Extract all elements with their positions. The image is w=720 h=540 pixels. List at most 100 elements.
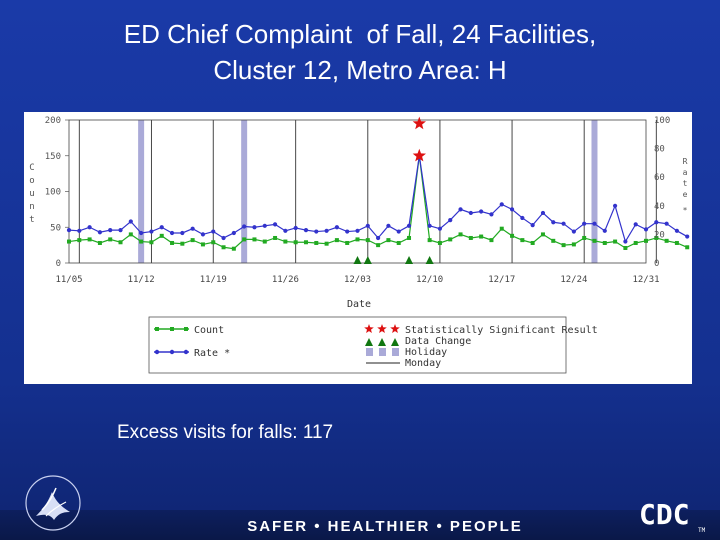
x-ticks: 11/05 11/12 11/19 11/26 12/03 12/10 12/17 12/24… bbox=[55, 275, 659, 285]
rate-point bbox=[561, 221, 566, 226]
cdc-logo-text: CDC bbox=[639, 498, 690, 531]
legend-count-line bbox=[154, 327, 189, 331]
y-tick-label: 100 bbox=[45, 188, 61, 198]
rate-point bbox=[190, 226, 195, 231]
count-point bbox=[427, 238, 432, 243]
x-tick-label: 12/17 bbox=[488, 275, 515, 285]
count-point bbox=[623, 245, 628, 250]
legend-triangle-icon bbox=[391, 338, 399, 346]
y-tick-label: 50 bbox=[50, 223, 61, 233]
rate-point bbox=[314, 229, 319, 234]
count-point bbox=[613, 239, 618, 244]
hhs-eagle-logo bbox=[25, 475, 81, 531]
footer-bar bbox=[0, 510, 720, 540]
rate-point bbox=[118, 228, 123, 233]
count-point bbox=[190, 238, 195, 243]
rate-point bbox=[108, 228, 113, 233]
holiday-bar bbox=[591, 120, 598, 263]
count-point bbox=[221, 245, 226, 250]
rate-point bbox=[530, 223, 535, 228]
rate-point bbox=[592, 221, 597, 226]
rate-point bbox=[221, 235, 226, 241]
y-tick-label: 200 bbox=[45, 116, 61, 126]
rate-point bbox=[345, 229, 350, 234]
signal-star-icon bbox=[412, 116, 426, 130]
rate-point bbox=[355, 228, 360, 233]
y-axis-title-left: Count bbox=[29, 163, 34, 225]
y-tick-label-right: 20 bbox=[654, 230, 665, 240]
count-point bbox=[334, 238, 339, 243]
rate-point bbox=[499, 202, 504, 207]
legend-star-icon bbox=[364, 324, 374, 333]
rate-point bbox=[365, 223, 370, 228]
rate-point bbox=[87, 225, 92, 230]
rate-point bbox=[489, 212, 494, 217]
count-point bbox=[77, 238, 82, 243]
data-change-triangle-icon bbox=[405, 256, 414, 264]
count-point bbox=[180, 241, 185, 246]
rate-point bbox=[139, 230, 144, 236]
count-point bbox=[324, 241, 329, 246]
rate-point bbox=[479, 209, 484, 214]
x-tick-label: 11/12 bbox=[128, 275, 155, 285]
y-tick-label-right: 80 bbox=[654, 145, 665, 155]
rate-point bbox=[324, 228, 329, 233]
count-point bbox=[386, 238, 391, 243]
count-point bbox=[200, 242, 205, 247]
count-point bbox=[376, 243, 381, 248]
rate-point bbox=[551, 220, 556, 225]
y-axis-title-right-letter: t bbox=[683, 179, 688, 188]
rate-point bbox=[262, 223, 267, 228]
cdc-tm: TM bbox=[698, 527, 706, 534]
legend-monday-label: Monday bbox=[405, 358, 441, 369]
rate-point bbox=[654, 220, 659, 225]
rate-point bbox=[200, 232, 206, 237]
legend-star-icon bbox=[377, 324, 387, 333]
data-change-triangle-icon bbox=[425, 256, 434, 264]
count-point bbox=[396, 240, 401, 245]
x-tick-label: 12/10 bbox=[416, 275, 443, 285]
count-point bbox=[355, 237, 360, 242]
count-point bbox=[303, 240, 308, 245]
count-point bbox=[674, 240, 679, 245]
y-ticks-right: 0 20 40 60 80 100 bbox=[654, 116, 670, 269]
x-tick-label: 11/26 bbox=[272, 275, 299, 285]
y-tick-label-right: 60 bbox=[654, 173, 665, 183]
count-point bbox=[139, 239, 144, 244]
rate-point bbox=[272, 222, 278, 227]
x-axis-title: Date bbox=[347, 299, 371, 310]
holiday-bar bbox=[138, 120, 145, 263]
count-point bbox=[602, 240, 607, 245]
rate-point bbox=[396, 229, 401, 234]
title-line-1: ED Chief Complaint of Fall, 24 Facilitie… bbox=[123, 19, 597, 49]
rate-point bbox=[77, 228, 82, 233]
y-axis-title-right: Rate * bbox=[683, 157, 688, 215]
rate-point bbox=[633, 222, 638, 227]
y-tick-label: 150 bbox=[45, 152, 61, 162]
data-change-triangle-icon bbox=[353, 256, 362, 264]
count-point bbox=[283, 239, 288, 244]
rate-point bbox=[149, 229, 154, 234]
title-line-2: Cluster 12, Metro Area: H bbox=[213, 55, 507, 85]
count-point bbox=[479, 234, 484, 239]
cdc-logo: CDC TM bbox=[639, 498, 706, 534]
rate-point bbox=[283, 228, 288, 233]
count-point bbox=[448, 237, 453, 242]
y-tick-label-right: 100 bbox=[654, 116, 670, 126]
legend-data-change-label: Data Change bbox=[405, 336, 471, 347]
rate-point bbox=[612, 203, 618, 208]
y-axis-title-letter: o bbox=[29, 176, 34, 186]
x-tick-label: 12/03 bbox=[344, 275, 371, 285]
count-point bbox=[273, 235, 278, 240]
count-point bbox=[510, 233, 515, 238]
count-point bbox=[159, 233, 164, 238]
rate-point bbox=[334, 225, 339, 230]
y-tick-label-right: 40 bbox=[654, 202, 665, 212]
rate-point bbox=[674, 228, 680, 233]
count-point bbox=[87, 237, 92, 242]
legend-star-icons bbox=[364, 324, 400, 333]
y-ticks-left: 0 50 100 150 200 bbox=[45, 116, 69, 269]
x-tick-label: 11/05 bbox=[55, 275, 82, 285]
rate-point bbox=[169, 230, 175, 236]
